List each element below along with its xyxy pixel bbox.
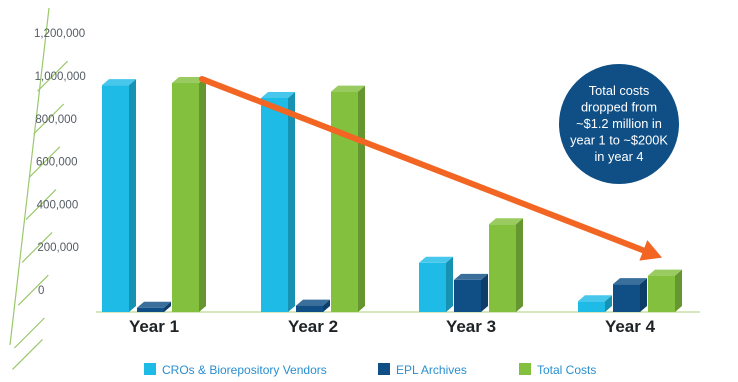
bar-front xyxy=(137,307,164,312)
bar-top xyxy=(489,218,523,225)
callout-text-line: ~$1.2 million in xyxy=(576,116,662,131)
gridline xyxy=(37,60,68,92)
bar-front xyxy=(172,83,199,313)
bar xyxy=(419,256,453,312)
bar-side xyxy=(675,269,682,312)
bar-front xyxy=(261,98,288,312)
legend-swatch xyxy=(144,363,156,375)
legend-item: CROs & Biorepository Vendors xyxy=(144,363,327,377)
bar xyxy=(613,278,647,312)
legend-swatch xyxy=(519,363,531,375)
gridline xyxy=(29,146,61,178)
legend-item: EPL Archives xyxy=(378,363,467,377)
bars xyxy=(102,77,682,313)
bar xyxy=(578,295,612,312)
callout-text-line: dropped from xyxy=(581,100,657,115)
bar-side xyxy=(516,218,523,312)
bar-front xyxy=(454,279,481,312)
bar xyxy=(454,273,488,312)
bar-front xyxy=(102,85,129,312)
bar-top xyxy=(331,85,365,92)
axis-wall-edge xyxy=(9,7,50,346)
gridline xyxy=(25,189,57,221)
bar-top xyxy=(172,77,206,84)
y-tick-label: 400,000 xyxy=(37,199,79,211)
y-tick-label: 1,200,000 xyxy=(34,28,85,40)
gridline xyxy=(17,274,49,306)
callout: Total costs dropped from~$1.2 million in y… xyxy=(559,64,679,184)
bar-top xyxy=(648,269,682,276)
y-tick-label: 1,000,000 xyxy=(35,71,86,83)
x-category-label: Year 4 xyxy=(605,317,656,336)
bar-top xyxy=(613,278,647,285)
bar-top xyxy=(454,273,488,280)
bar-top xyxy=(296,299,330,306)
trend-arrow-shaft xyxy=(199,76,647,254)
bar-front xyxy=(296,305,323,312)
legend-item: Total Costs xyxy=(519,363,596,377)
gridline xyxy=(12,338,43,370)
bar-front xyxy=(331,91,358,312)
gridline xyxy=(21,231,53,263)
callout-text-line: year 1 to ~$200K xyxy=(570,133,668,148)
legend: CROs & Biorepository Vendors EPL Archives… xyxy=(144,363,596,377)
x-axis-categories: Year 1 Year 2 Year 3 Year 4 xyxy=(129,317,656,336)
bar-side xyxy=(323,299,330,312)
y-tick-label: 0 xyxy=(38,285,44,297)
y-tick-label: 200,000 xyxy=(37,242,79,254)
bar-front xyxy=(419,262,446,312)
legend-label: Total Costs xyxy=(537,363,596,377)
callout-text-line: Total costs xyxy=(589,83,649,98)
legend-label: EPL Archives xyxy=(396,363,467,377)
bar xyxy=(331,85,365,312)
y-tick-label: 600,000 xyxy=(36,157,78,169)
bar xyxy=(137,301,171,312)
trend-arrow-head xyxy=(639,240,662,261)
x-category-label: Year 3 xyxy=(446,317,496,336)
callout-circle xyxy=(559,64,679,184)
legend-label: CROs & Biorepository Vendors xyxy=(162,363,327,377)
bar xyxy=(261,92,295,312)
bar-side xyxy=(481,273,488,312)
bar-side xyxy=(640,278,647,312)
x-category-label: Year 2 xyxy=(288,317,338,336)
trend-arrow-group xyxy=(199,76,662,261)
bar-top xyxy=(137,301,171,308)
gridline xyxy=(14,317,45,349)
bar-top xyxy=(419,256,453,263)
bar-side xyxy=(358,85,365,312)
bar-side xyxy=(129,79,136,312)
gridline xyxy=(33,103,65,135)
bar-side xyxy=(164,301,171,312)
bar-side xyxy=(288,92,295,312)
bar-front xyxy=(489,224,516,312)
y-axis-ticks: 0 200,000 400,000 600,000 800,000 1,000,000 1,… xyxy=(34,28,86,297)
bar-side xyxy=(199,77,206,313)
callout-text-line: in year 4 xyxy=(594,149,643,164)
bar xyxy=(648,269,682,312)
bar xyxy=(172,77,206,313)
legend-swatch xyxy=(378,363,390,375)
x-category-label: Year 1 xyxy=(129,317,179,336)
y-tick-label: 800,000 xyxy=(35,114,77,126)
bar-front xyxy=(613,284,640,312)
bar-top xyxy=(578,295,612,302)
bar-side xyxy=(446,256,453,312)
bar-front xyxy=(648,275,675,312)
bar xyxy=(296,299,330,312)
bar xyxy=(489,218,523,312)
bar xyxy=(102,79,136,312)
bar-top xyxy=(102,79,136,86)
bar-top xyxy=(261,92,295,98)
bar-front xyxy=(578,301,605,312)
bar-side xyxy=(605,295,612,312)
